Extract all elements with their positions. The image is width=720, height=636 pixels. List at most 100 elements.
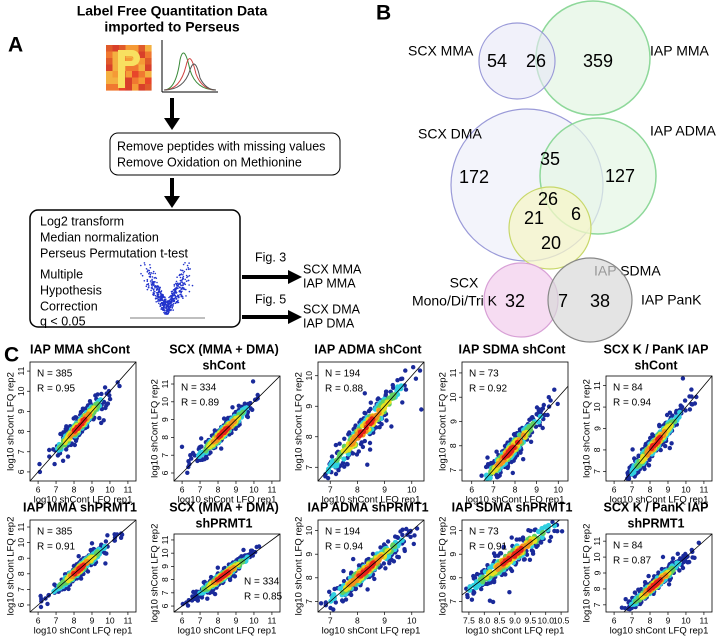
scatter-dot <box>368 441 372 445</box>
stat-r: R = 0.92 <box>469 384 508 395</box>
x-tick-label: 7 <box>328 615 333 625</box>
scatter-dot <box>328 606 332 610</box>
scatter-dot <box>381 404 386 409</box>
stat-n: N = 194 <box>325 527 361 538</box>
scatter-plot: SCX (MMA + DMA)shPRMT16789101167891011lo… <box>150 500 283 636</box>
step-text: Remove peptides with missing values <box>117 139 325 153</box>
volcano-dot <box>150 290 152 292</box>
x-tick-label: 7 <box>54 615 59 625</box>
plot-title: IAP MMA shPRMT1 <box>23 500 137 514</box>
volcano-dot <box>155 286 157 288</box>
y-tick-label: 8 <box>448 443 458 448</box>
venn-count: 6 <box>571 204 581 224</box>
scatter-dot <box>342 437 346 441</box>
volcano-dot <box>148 270 150 272</box>
volcano-dot <box>180 269 182 271</box>
y-axis-label: log10 shCont LFQ rep2 <box>438 517 449 616</box>
plot-title: IAP ADMA shPRMT1 <box>307 500 428 514</box>
volcano-dot <box>168 313 170 315</box>
volcano-dot <box>180 277 182 279</box>
volcano-dot <box>189 275 191 277</box>
stat-n: N = 194 <box>325 369 361 380</box>
heat-cell <box>106 78 113 85</box>
scatter-dot <box>411 365 415 369</box>
y-tick-label: 9 <box>16 409 26 414</box>
volcano-dot <box>153 283 155 285</box>
volcano-dot <box>156 298 158 300</box>
plot-title: SCX (MMA + DMA) <box>169 342 279 356</box>
scatter-plot: SCX K / PanK IAPshCont678910117891011log… <box>582 342 712 505</box>
y-axis-label: log10 shCont LFQ rep2 <box>294 372 305 471</box>
volcano-dot <box>162 309 164 311</box>
x-tick-label: 10.0 <box>537 615 554 625</box>
x-tick-label: 11 <box>124 615 133 625</box>
heat-cell <box>106 58 113 65</box>
volcano-dot <box>159 298 161 300</box>
output-text: SCX DMA <box>303 302 361 316</box>
scatter-dot <box>251 379 255 383</box>
volcano-dot <box>180 274 182 276</box>
x-axis-label: log10 shCont LFQ rep1 <box>178 626 277 636</box>
venn-count: 359 <box>583 51 613 71</box>
y-tick-label: 9 <box>448 419 458 424</box>
volcano-dot <box>152 282 154 284</box>
scatter-dot <box>667 582 671 586</box>
scatter-dot <box>389 424 393 428</box>
scatter-dot <box>97 416 101 420</box>
scatter-dot <box>360 440 364 444</box>
volcano-dot <box>157 286 159 288</box>
scatter-dot <box>470 598 474 602</box>
identity-line <box>318 362 424 481</box>
volcano-dot <box>180 292 182 294</box>
scatter-dot <box>108 397 112 401</box>
y-tick-label: 9 <box>592 426 602 431</box>
volcano-dot <box>185 284 187 286</box>
arrow-head <box>288 310 302 324</box>
scatter-dot <box>119 531 123 535</box>
y-tick-label: 7 <box>304 599 314 604</box>
volcano-dot <box>140 265 142 267</box>
scatter-dot <box>90 541 94 545</box>
plot-title: SCX K / PanK IAP <box>604 342 709 356</box>
volcano-dot <box>174 294 176 296</box>
y-tick-label: 9 <box>16 556 26 561</box>
y-tick-label: 10 <box>448 526 458 536</box>
scatter-dot <box>507 590 511 594</box>
heat-cell <box>132 84 139 91</box>
volcano-dot <box>184 271 186 273</box>
scatter-dot <box>681 376 685 380</box>
scatter-dot <box>560 529 564 533</box>
volcano-dot <box>167 306 169 308</box>
stat-r: R = 0.87 <box>613 556 652 567</box>
y-tick-label: 10 <box>448 392 458 402</box>
venn-count: 7 <box>558 291 568 311</box>
y-axis-label: log10 shCont LFQ rep2 <box>6 517 17 616</box>
volcano-dot <box>155 301 157 303</box>
x-tick-label: 10 <box>105 484 115 494</box>
x-tick-label: 8 <box>72 484 77 494</box>
volcano-dot <box>153 271 155 273</box>
chromatogram-icon <box>162 40 218 92</box>
volcano-dot <box>188 284 190 286</box>
volcano-dot <box>178 302 180 304</box>
scatter-dot <box>556 402 560 406</box>
x-axis-label: log10 shCont LFQ rep1 <box>610 626 709 636</box>
volcano-dot <box>176 281 178 283</box>
panel-title: Label Free Quantitation Data <box>77 3 268 19</box>
y-tick-label: 10 <box>160 397 170 407</box>
volcano-dot <box>148 285 150 287</box>
x-tick-label: 8.0 <box>478 615 490 625</box>
heat-cell <box>139 65 146 72</box>
volcano-dot <box>172 309 174 311</box>
x-tick-label: 8 <box>355 615 360 625</box>
volcano-dot <box>171 300 173 302</box>
venn-label: IAP PanK <box>641 292 702 308</box>
scatter-dot <box>529 440 533 444</box>
x-tick-label: 10 <box>407 484 417 494</box>
scatter-dot <box>511 471 515 475</box>
volcano-dot <box>180 289 182 291</box>
y-tick-label: 7 <box>160 453 170 458</box>
scatter-dot <box>549 535 553 539</box>
stat-n: N = 385 <box>37 527 73 538</box>
scatter-dot <box>479 474 483 478</box>
